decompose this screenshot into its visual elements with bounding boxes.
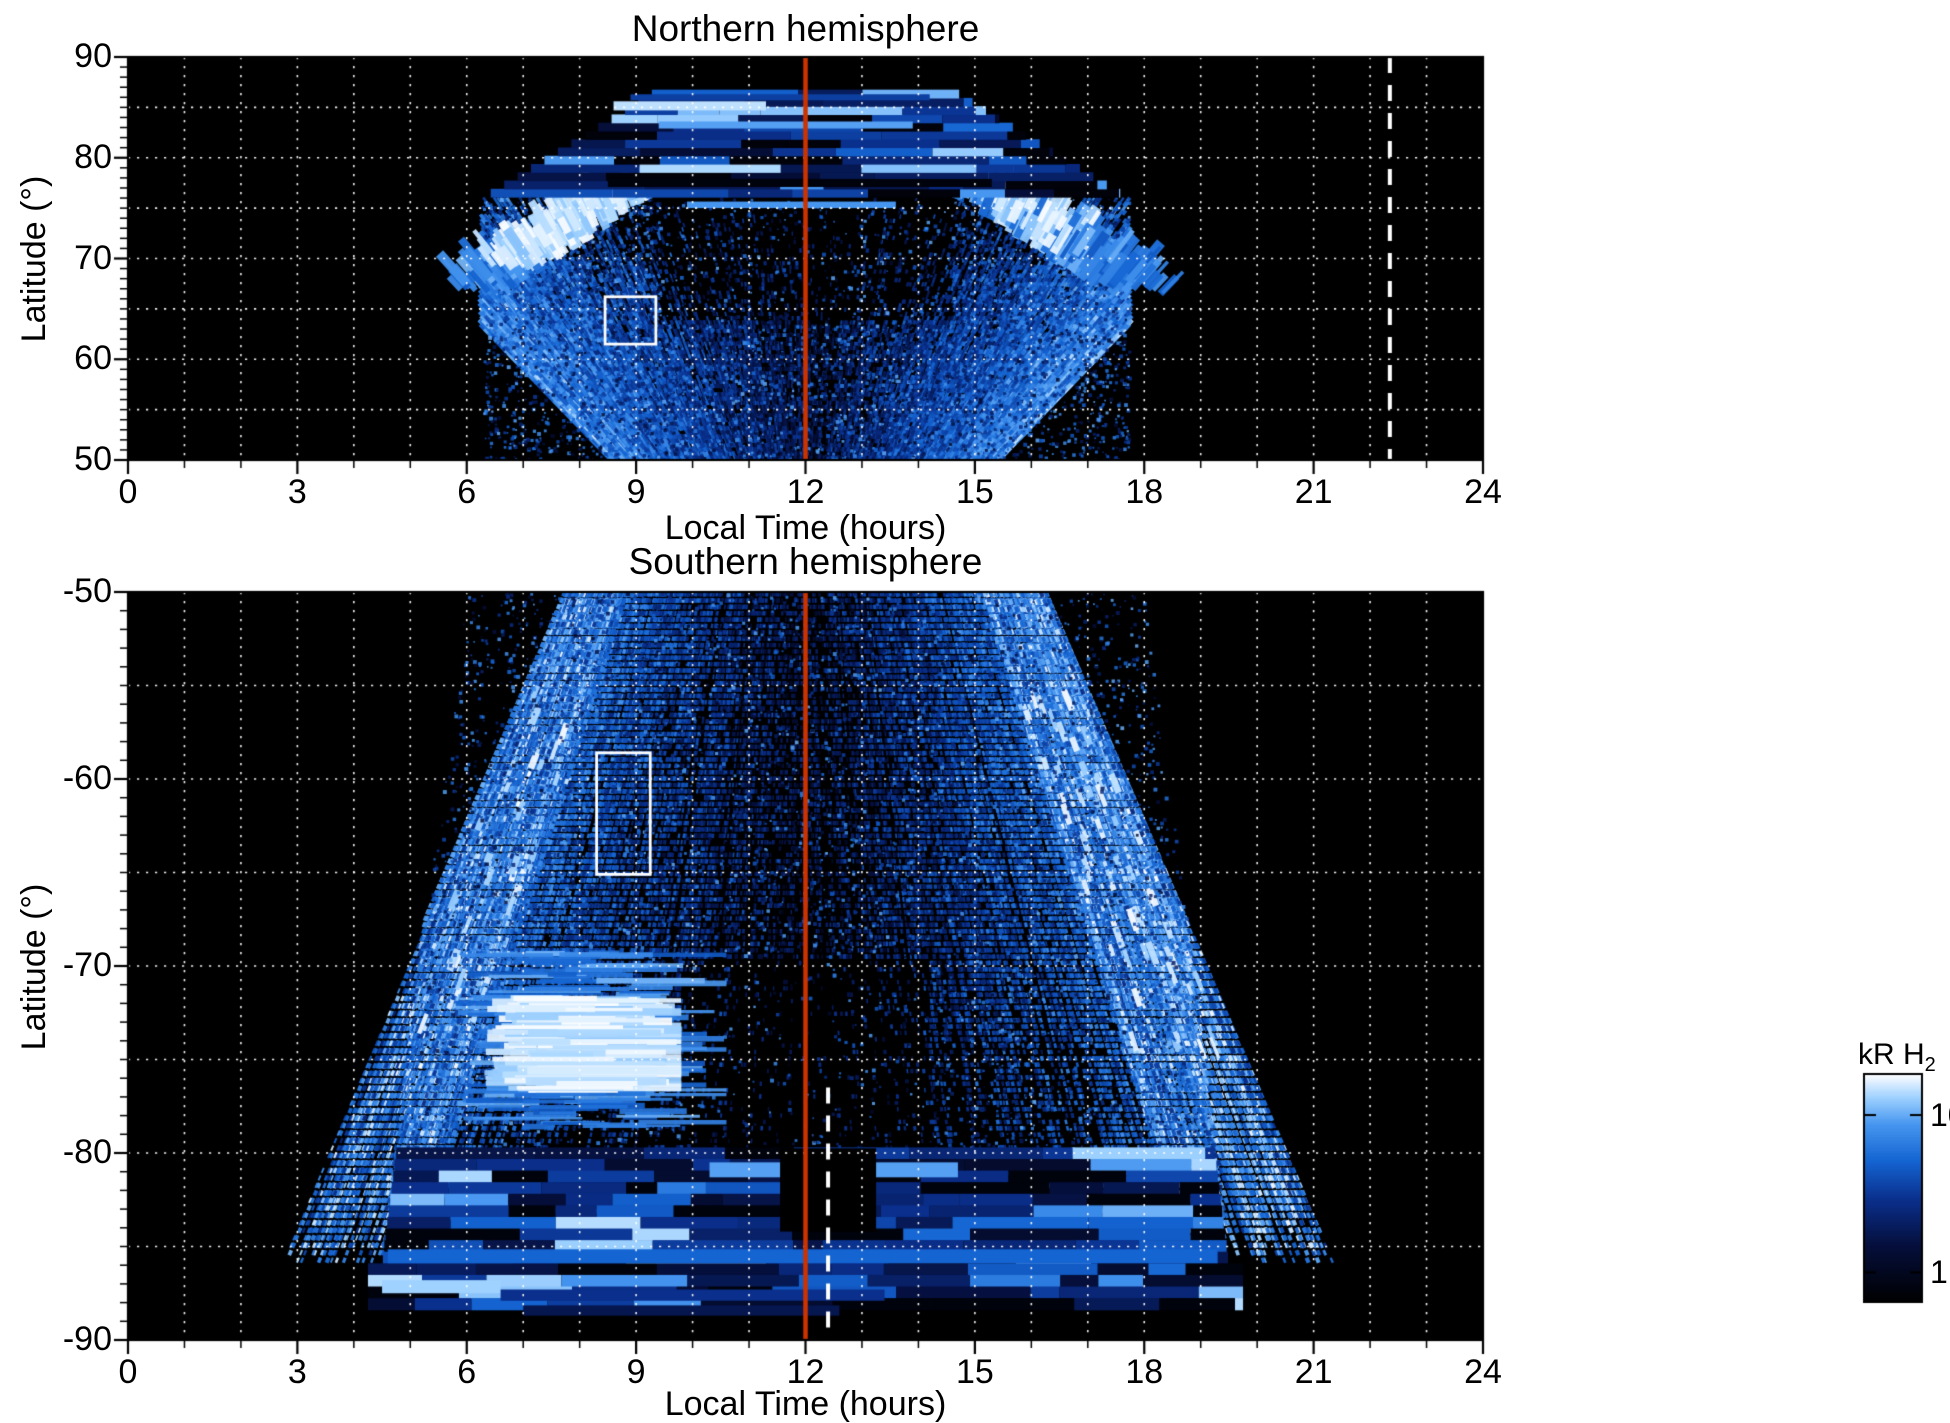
x-tick-label: 18 <box>1125 473 1164 511</box>
y-tick-label: 70 <box>74 238 112 277</box>
x-tick-label: 24 <box>1464 473 1502 511</box>
colorbar-tick-label: 1 <box>1930 1254 1948 1291</box>
south-heatmap-canvas <box>102 566 1509 1366</box>
y-tick-label: 80 <box>74 137 112 176</box>
colorbar-canvas <box>1862 1072 1924 1304</box>
y-tick-label: 50 <box>74 440 112 478</box>
x-tick-label: 15 <box>955 1353 994 1391</box>
x-tick-label: 6 <box>457 1353 477 1391</box>
y-tick-label: -90 <box>62 1320 112 1358</box>
x-tick-label: 12 <box>786 1353 825 1391</box>
x-tick-label: 0 <box>118 1353 138 1391</box>
x-tick-label: 3 <box>287 1353 307 1391</box>
north-panel-title: Northern hemisphere <box>631 8 980 49</box>
y-tick-label: 60 <box>74 339 112 378</box>
south-panel-title: Southern hemisphere <box>628 541 983 582</box>
x-tick-label: 21 <box>1294 1353 1333 1391</box>
x-tick-label: 9 <box>626 1353 646 1391</box>
colorbar-tick-label: 10 <box>1930 1097 1950 1134</box>
x-tick-label: 15 <box>955 473 994 511</box>
south-x-axis-label: Local Time (hours) <box>664 1385 947 1423</box>
y-tick-label: -50 <box>62 572 112 610</box>
x-tick-label: 18 <box>1125 1353 1164 1391</box>
x-tick-label: 21 <box>1294 473 1333 511</box>
north-heatmap-canvas <box>102 31 1509 486</box>
x-tick-label: 0 <box>118 473 138 511</box>
y-tick-label: -70 <box>62 946 112 984</box>
colorbar-label: kR H2 <box>1858 1038 1936 1077</box>
x-tick-label: 9 <box>626 473 646 511</box>
north-x-axis-label: Local Time (hours) <box>664 509 947 547</box>
y-tick-label: -60 <box>62 759 112 797</box>
x-tick-label: 24 <box>1464 1353 1502 1391</box>
x-tick-label: 6 <box>457 473 477 511</box>
colorbar-label-subscript: 2 <box>1924 1054 1936 1076</box>
y-tick-label: 90 <box>74 37 112 75</box>
y-tick-label: -80 <box>62 1133 112 1171</box>
x-tick-label: 3 <box>287 473 307 511</box>
x-tick-label: 12 <box>786 473 825 511</box>
colorbar-label-text: kR H <box>1858 1038 1925 1071</box>
